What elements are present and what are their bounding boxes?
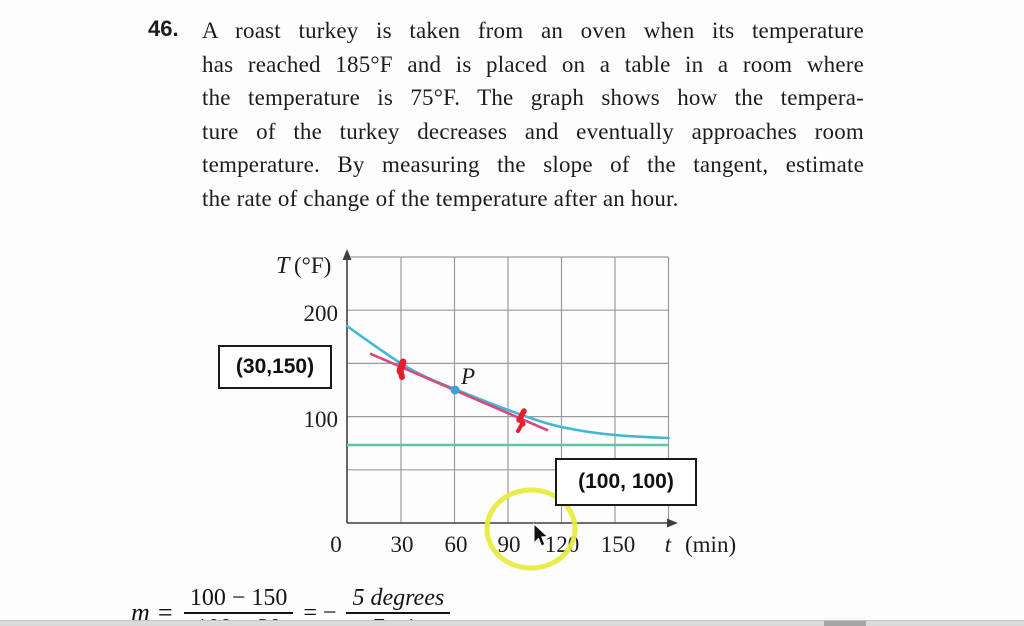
problem-number: 46. xyxy=(148,16,179,41)
x-tick-90: 90 xyxy=(498,532,521,557)
problem-line: the temperature is 75°F. The graph shows… xyxy=(202,85,864,110)
problem-line: has reached 185°F and is placed on a tab… xyxy=(202,51,864,77)
red-mark-30-150 xyxy=(396,358,407,380)
y-tick-100: 100 xyxy=(304,407,339,432)
yellow-highlight-circle xyxy=(484,487,578,571)
problem-line: the rate of change of the temperature af… xyxy=(202,185,679,211)
problem-text: A roast turkey is taken from an oven whe… xyxy=(202,14,864,215)
y-tick-200: 200 xyxy=(304,301,339,326)
x-tick-30: 30 xyxy=(391,532,414,557)
point-P-dot xyxy=(450,385,460,395)
red-mark-100-100 xyxy=(516,408,527,433)
horizontal-scrollbar-track[interactable] xyxy=(0,620,1024,626)
problem-statement: 46. A roast turkey is taken from an oven… xyxy=(148,14,864,215)
y-axis-label-unit: (°F) xyxy=(294,253,331,278)
x-axis-label-unit: (min) xyxy=(685,532,736,557)
x-tick-60: 60 xyxy=(445,532,468,557)
annotation-box-100-100: (100, 100) xyxy=(555,458,697,506)
problem-line: ture of the turkey decreases and eventua… xyxy=(202,118,864,144)
x-axis-arrow-icon xyxy=(667,518,678,528)
x-tick-150: 150 xyxy=(601,532,636,557)
temperature-graph: P 200 100 T (°F) 0 30 60 90 120 150 t (m… xyxy=(255,242,760,576)
horizontal-scrollbar-thumb[interactable] xyxy=(824,621,866,626)
annotation-box-30-150: (30,150) xyxy=(218,345,332,389)
fraction-numerator: 5 degrees xyxy=(352,585,445,611)
fraction-numerator: 100 − 150 xyxy=(189,585,288,611)
problem-line: temperature. By measuring the slope of t… xyxy=(202,152,864,177)
y-axis-label-var: T xyxy=(276,253,291,279)
annotation-text: (30,150) xyxy=(235,355,315,378)
point-P-label: P xyxy=(460,364,475,389)
problem-line: A roast turkey is taken from an oven whe… xyxy=(202,18,864,43)
x-axis-label-var: t xyxy=(665,532,672,557)
fraction-bar xyxy=(346,612,451,614)
x-tick-0: 0 xyxy=(330,532,342,557)
fraction-bar xyxy=(183,612,294,614)
axes xyxy=(346,258,670,524)
graph-svg: P 200 100 T (°F) 0 30 60 90 120 150 t (m… xyxy=(276,249,736,571)
grid-lines xyxy=(347,256,670,523)
annotation-text: (100, 100) xyxy=(578,470,674,493)
mouse-cursor-icon[interactable] xyxy=(533,522,549,547)
y-axis-arrow-icon xyxy=(342,249,352,260)
